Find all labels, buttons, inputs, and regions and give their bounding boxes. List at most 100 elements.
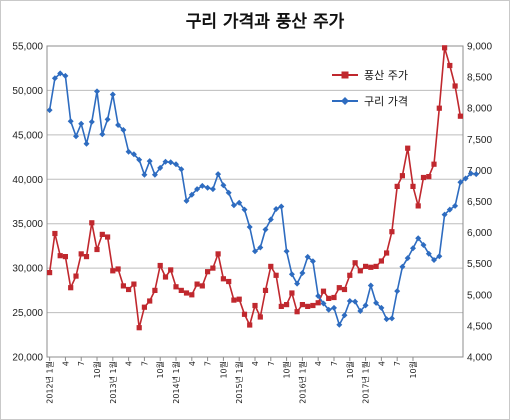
x-tick-label: 10월 bbox=[155, 361, 165, 379]
stock-price-point bbox=[315, 300, 321, 306]
y-right-tick-label: 6,000 bbox=[467, 228, 492, 239]
x-tick-label: 2017년 1월 bbox=[361, 361, 371, 404]
copper-price-point bbox=[236, 199, 243, 206]
copper-price-point bbox=[115, 122, 122, 128]
copper-price-point bbox=[441, 211, 448, 218]
legend-label-stock: 풍산 주가 bbox=[364, 69, 408, 82]
stock-price-point bbox=[310, 302, 316, 309]
copper-price-point bbox=[225, 189, 232, 196]
copper-price-point bbox=[336, 321, 343, 328]
legend-marker-copper bbox=[341, 97, 349, 105]
stock-price-point bbox=[115, 266, 121, 272]
x-tick-label: 4 bbox=[314, 361, 323, 366]
copper-price-point bbox=[209, 186, 216, 193]
legend-marker-stock bbox=[341, 71, 349, 79]
stock-price-point bbox=[89, 220, 95, 226]
stock-price-point bbox=[252, 302, 258, 309]
stock-price-point bbox=[183, 290, 190, 296]
copper-price-point bbox=[99, 131, 106, 138]
stock-price-point bbox=[347, 272, 353, 278]
stock-price-point bbox=[284, 302, 290, 308]
stock-price-point bbox=[73, 273, 79, 279]
copper-price-point bbox=[62, 72, 69, 79]
series-layer bbox=[46, 45, 480, 331]
stock-price-point bbox=[178, 287, 184, 293]
copper-price-point bbox=[109, 91, 116, 98]
copper-price-point bbox=[204, 184, 211, 191]
x-tick-label: 7 bbox=[393, 361, 402, 366]
x-tick-label: 7 bbox=[204, 361, 213, 366]
series-line-copper bbox=[48, 72, 477, 326]
copper-price-point bbox=[267, 216, 274, 223]
copper-price-point bbox=[104, 116, 111, 123]
copper-price-point bbox=[431, 257, 437, 263]
stock-price-point bbox=[452, 83, 458, 89]
copper-price-point bbox=[362, 302, 369, 309]
copper-price-point bbox=[125, 148, 132, 155]
copper-price-point bbox=[252, 248, 258, 255]
copper-price-point bbox=[425, 250, 432, 257]
stock-price-point bbox=[94, 246, 100, 253]
stock-price-point bbox=[168, 267, 174, 273]
copper-price-point bbox=[57, 70, 64, 77]
stock-price-point bbox=[57, 253, 63, 259]
copper-price-point bbox=[173, 161, 179, 168]
stock-price-point bbox=[68, 285, 74, 291]
copper-price-point bbox=[73, 133, 79, 140]
copper-price-point bbox=[399, 263, 406, 270]
copper-price-point bbox=[304, 253, 311, 260]
copper-price-point bbox=[199, 182, 206, 189]
copper-price-point bbox=[373, 299, 380, 306]
y-right-tick-label: 6,500 bbox=[467, 197, 492, 208]
stock-price-point bbox=[268, 263, 274, 269]
stock-price-point bbox=[363, 263, 369, 269]
copper-price-point bbox=[378, 304, 385, 311]
copper-price-point bbox=[394, 288, 401, 295]
stock-price-point bbox=[420, 174, 427, 181]
copper-price-point bbox=[436, 253, 443, 260]
stock-price-point bbox=[131, 281, 137, 287]
y-right-tick-label: 5,500 bbox=[467, 259, 492, 270]
stock-price-point bbox=[110, 268, 116, 274]
copper-price-point bbox=[178, 166, 185, 173]
copper-price-point bbox=[146, 158, 153, 165]
copper-price-point bbox=[346, 298, 353, 304]
copper-price-point bbox=[294, 280, 301, 287]
stock-price-point bbox=[199, 283, 205, 289]
copper-price-point bbox=[388, 315, 395, 322]
copper-price-point bbox=[188, 191, 195, 198]
stock-price-point bbox=[215, 251, 221, 257]
x-tick-label: 7 bbox=[330, 361, 339, 366]
copper-price-point bbox=[288, 271, 295, 278]
stock-price-point bbox=[384, 250, 390, 256]
copper-price-point bbox=[331, 304, 337, 311]
stock-price-point bbox=[447, 62, 453, 69]
copper-price-point bbox=[315, 293, 322, 299]
x-tick-label: 2014년 1월 bbox=[171, 361, 181, 404]
x-tick-label: 10월 bbox=[408, 361, 418, 379]
copper-price-point bbox=[467, 170, 474, 177]
stock-price-point bbox=[399, 173, 405, 179]
x-tick-label: 10월 bbox=[92, 361, 102, 379]
y-left-tick-label: 55,000 bbox=[12, 42, 43, 53]
x-tick-label: 10월 bbox=[218, 361, 228, 379]
stock-price-point bbox=[442, 45, 448, 51]
stock-price-point bbox=[241, 311, 248, 317]
stock-price-point bbox=[299, 302, 305, 308]
y-left-tick-label: 40,000 bbox=[12, 175, 43, 186]
stock-price-point bbox=[457, 113, 463, 119]
y-left-tick-label: 20,000 bbox=[12, 353, 43, 364]
stock-price-point bbox=[405, 145, 411, 151]
copper-price-point bbox=[352, 298, 359, 305]
stock-price-point bbox=[236, 296, 242, 302]
stock-price-point bbox=[368, 264, 374, 270]
stock-price-point bbox=[83, 254, 90, 260]
x-tick-label: 4 bbox=[251, 361, 260, 366]
copper-price-point bbox=[320, 300, 327, 307]
stock-price-point bbox=[426, 174, 432, 180]
stock-price-point bbox=[152, 287, 158, 293]
copper-price-point bbox=[452, 202, 459, 209]
stock-price-point bbox=[47, 270, 53, 276]
